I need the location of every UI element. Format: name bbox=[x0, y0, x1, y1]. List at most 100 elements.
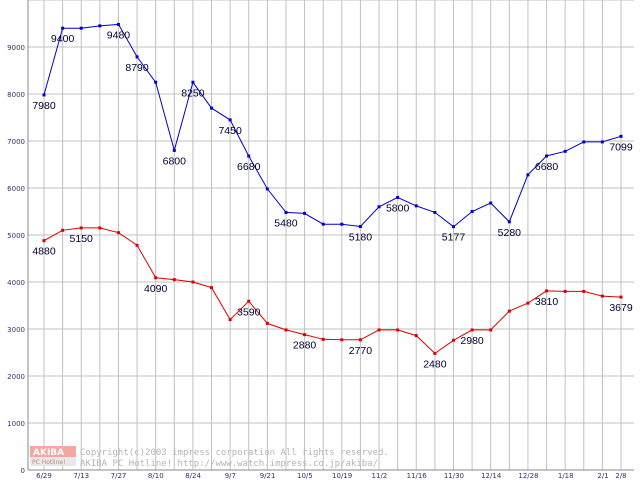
data-label: 5150 bbox=[70, 233, 94, 245]
data-point bbox=[116, 22, 120, 26]
logo-bottom-text: PC Hotline! bbox=[32, 459, 65, 466]
data-point bbox=[116, 231, 120, 235]
watermark: AKIBA PC Hotline! Copyright(c)2003 impre… bbox=[30, 446, 389, 469]
data-label: 5177 bbox=[442, 232, 466, 244]
data-point bbox=[340, 222, 344, 226]
x-tick-label: 2/8 bbox=[615, 472, 626, 480]
data-label: 7099 bbox=[609, 141, 633, 153]
data-point bbox=[489, 201, 493, 205]
data-point bbox=[228, 118, 232, 122]
data-point bbox=[191, 280, 195, 284]
data-point bbox=[451, 338, 455, 342]
data-point bbox=[563, 149, 567, 153]
x-tick-label: 12/28 bbox=[518, 472, 538, 480]
data-point bbox=[582, 289, 586, 293]
x-tick-label: 1/18 bbox=[558, 472, 574, 480]
data-point bbox=[265, 321, 269, 325]
data-point bbox=[340, 338, 344, 342]
data-point bbox=[619, 134, 623, 138]
data-point bbox=[303, 333, 307, 337]
data-point bbox=[507, 309, 511, 313]
x-tick-label: 2/1 bbox=[597, 472, 608, 480]
data-point bbox=[154, 80, 158, 84]
x-tick-label: 11/30 bbox=[444, 472, 464, 480]
chart-grid bbox=[27, 0, 634, 471]
data-point bbox=[433, 351, 437, 355]
x-tick-label: 7/27 bbox=[111, 472, 127, 480]
series-layer bbox=[42, 22, 623, 355]
data-label: 3590 bbox=[237, 306, 261, 318]
data-label: 7980 bbox=[32, 100, 56, 112]
data-point bbox=[414, 334, 418, 338]
data-point bbox=[42, 239, 46, 243]
x-tick-label: 11/16 bbox=[407, 472, 428, 480]
data-label: 3679 bbox=[609, 302, 633, 314]
y-axis-ticks: 0 1000 2000 3000 4000 5000 6000 7000 8000 9000 bbox=[7, 44, 25, 475]
data-point bbox=[600, 140, 604, 144]
y-tick-label: 5000 bbox=[7, 232, 25, 240]
x-tick-label: 9/21 bbox=[260, 472, 276, 480]
data-label: 2480 bbox=[423, 358, 447, 370]
data-point bbox=[284, 328, 288, 332]
y-tick-label: 1000 bbox=[7, 420, 25, 428]
data-point bbox=[172, 278, 176, 282]
data-point bbox=[321, 222, 325, 226]
data-point bbox=[135, 55, 139, 59]
data-point bbox=[61, 26, 65, 30]
data-point bbox=[414, 204, 418, 208]
data-point bbox=[433, 210, 437, 214]
series-line-0 bbox=[43, 23, 622, 228]
data-point bbox=[247, 299, 251, 303]
data-label: 4880 bbox=[32, 246, 56, 258]
data-point bbox=[396, 195, 400, 199]
data-point bbox=[470, 210, 474, 213]
data-label: 2980 bbox=[460, 335, 484, 347]
data-point bbox=[396, 328, 400, 332]
logo-top-text: AKIBA bbox=[33, 448, 64, 458]
data-label: 2880 bbox=[293, 340, 317, 352]
data-point bbox=[545, 154, 549, 158]
data-point bbox=[526, 301, 530, 305]
data-label: 6800 bbox=[163, 155, 187, 167]
data-point bbox=[79, 26, 83, 30]
data-point bbox=[79, 226, 83, 230]
data-point bbox=[303, 211, 307, 215]
data-label: 6680 bbox=[237, 161, 261, 173]
data-point bbox=[545, 289, 549, 293]
data-point bbox=[321, 337, 325, 341]
data-point bbox=[98, 226, 102, 230]
y-tick-label: 2000 bbox=[7, 373, 25, 381]
data-point bbox=[377, 205, 381, 209]
data-label: 9480 bbox=[107, 29, 131, 41]
data-label: 9400 bbox=[51, 33, 75, 45]
data-label: 5180 bbox=[349, 232, 373, 244]
x-tick-label: 6/29 bbox=[36, 472, 52, 480]
y-tick-label: 4000 bbox=[7, 279, 25, 287]
y-tick-label: 0 bbox=[21, 467, 25, 475]
data-label: 8250 bbox=[181, 87, 205, 99]
data-point bbox=[98, 24, 102, 28]
data-point bbox=[451, 225, 455, 229]
data-label: 2770 bbox=[349, 345, 373, 357]
data-point bbox=[619, 295, 623, 299]
x-tick-label: 10/19 bbox=[332, 472, 352, 480]
logo-top-box bbox=[30, 446, 76, 457]
data-label: 4090 bbox=[144, 283, 168, 295]
data-point bbox=[582, 140, 586, 144]
y-tick-label: 6000 bbox=[7, 185, 25, 193]
data-point bbox=[191, 80, 195, 84]
x-tick-label: 7/13 bbox=[73, 472, 89, 480]
y-tick-label: 9000 bbox=[7, 44, 25, 52]
data-label: 3810 bbox=[535, 296, 559, 308]
x-tick-label: 9/7 bbox=[225, 472, 236, 480]
y-tick-label: 8000 bbox=[7, 91, 25, 99]
url-line: AKIBA PC Hotline! http://www.watch.impre… bbox=[80, 459, 378, 469]
data-point bbox=[135, 243, 139, 247]
series-line-1 bbox=[43, 227, 622, 355]
y-tick-label: 3000 bbox=[7, 326, 25, 334]
data-label: 5280 bbox=[498, 227, 522, 239]
data-point bbox=[61, 228, 65, 232]
data-label: 5480 bbox=[274, 217, 298, 229]
data-point bbox=[265, 187, 269, 191]
x-tick-label: 8/10 bbox=[148, 472, 164, 480]
